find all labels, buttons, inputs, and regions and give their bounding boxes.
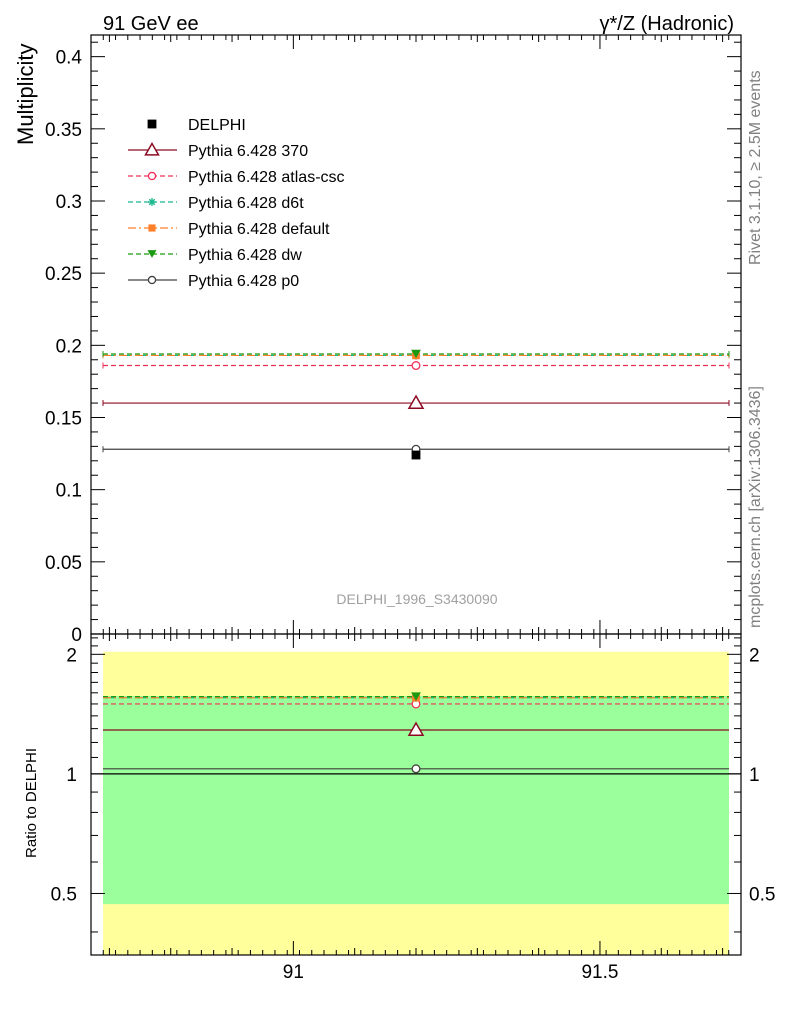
series-marker-ratio-4: [411, 692, 421, 701]
legend-label-1: Pythia 6.428 370: [188, 143, 308, 160]
y-tick-label-3: 0.15: [45, 408, 82, 429]
y-tick-label-8: 0.4: [56, 48, 83, 69]
ratio-tick-label-left-0: 0.5: [51, 884, 77, 905]
legend-label-2: Pythia 6.428 atlas-csc: [188, 169, 345, 186]
legend: DELPHI Pythia 6.428 370 Pythia 6.428 atlas…: [128, 117, 345, 290]
side-label-mcplots: mcplots.cern.ch [arXiv:1306.3436]: [747, 386, 764, 628]
legend-marker-1: [144, 141, 160, 156]
series-marker-main-1: [411, 361, 421, 371]
legend-marker-0: [147, 119, 157, 129]
axis-ticks: 0 0.05 0.1 0.15 0.2 0.25 0.3 0.35 0.4 91 91.5 0.5 0.…: [45, 35, 775, 983]
y-tick-label-1: 0.05: [45, 553, 82, 574]
ratio-plot-frame: [90, 633, 742, 956]
ratio-tick-label-left-1: 1: [66, 765, 77, 786]
legend-marker-5: [147, 250, 157, 258]
legend-label-5: Pythia 6.428 dw: [188, 247, 302, 264]
series-marker-main-4: [411, 349, 421, 359]
plot-frames: [90, 34, 742, 956]
x-tick-label-1: 91.5: [581, 962, 618, 983]
header-right: γ*/Z (Hadronic): [600, 13, 734, 35]
legend-marker-3: [148, 198, 156, 206]
series-marker-main-0: [407, 394, 425, 410]
legend-marker-2: [147, 171, 157, 181]
ratio-tick-label-right-1: 1: [749, 765, 760, 786]
y-tick-label-2: 0.1: [56, 481, 82, 502]
y-tick-label-7: 0.35: [45, 120, 82, 141]
y-axis-label-main: Multiplicity: [13, 44, 38, 145]
header-left: 91 GeV ee: [103, 13, 199, 35]
y-tick-label-5: 0.25: [45, 264, 82, 285]
legend-label-3: Pythia 6.428 d6t: [188, 195, 304, 212]
legend-marker-4: [148, 224, 156, 232]
y-tick-label-0: 0: [71, 625, 82, 646]
x-tick-label-0: 91: [283, 962, 304, 983]
y-axis-label-ratio: Ratio to DELPHI: [23, 748, 40, 858]
legend-label-0: DELPHI: [188, 117, 246, 134]
series-marker-ratio-0: [407, 721, 425, 736]
series-marker-ratio-5: [411, 764, 421, 774]
data-markers: [407, 349, 425, 774]
ratio-tick-label-left-2: 2: [66, 645, 77, 666]
y-tick-label-4: 0.2: [56, 336, 82, 357]
legend-label-4: Pythia 6.428 default: [188, 221, 330, 238]
ratio-tick-label-right-2: 2: [749, 645, 760, 666]
side-label-rivet: Rivet 3.1.10, ≥ 2.5M events: [747, 70, 764, 265]
data-marker-delphi: [411, 450, 421, 460]
analysis-id: DELPHI_1996_S3430090: [336, 591, 497, 607]
y-tick-label-6: 0.3: [56, 192, 82, 213]
legend-label-6: Pythia 6.428 p0: [188, 273, 299, 290]
ratio-tick-label-right-0: 0.5: [749, 884, 775, 905]
legend-marker-6: [147, 275, 157, 285]
